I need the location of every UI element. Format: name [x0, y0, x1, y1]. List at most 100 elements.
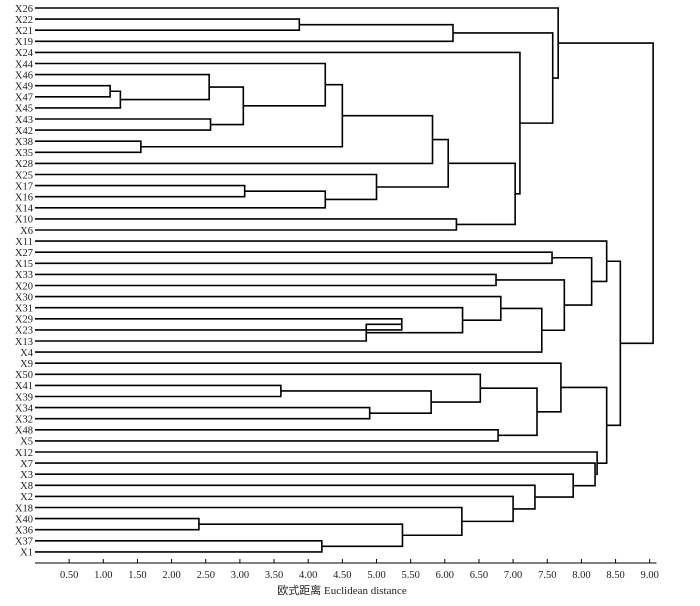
leaf-label: X43 [15, 115, 33, 126]
leaf-labels: X26X22X21X19X24X44X46X49X47X45X43X42X38X… [15, 4, 34, 559]
merge-link [452, 32, 554, 124]
leaf-label: X22 [15, 15, 33, 26]
x-tick-label: 1.50 [128, 570, 146, 581]
leaf-label: X38 [15, 137, 33, 148]
leaf-label: X28 [15, 159, 33, 170]
leaf-label: X5 [20, 437, 33, 448]
x-tick-label: 2.00 [162, 570, 180, 581]
leaf-label: X48 [15, 426, 33, 437]
leaf-label: X47 [15, 93, 33, 104]
leaf-label: X16 [15, 193, 33, 204]
leaf-label: X9 [20, 359, 33, 370]
x-tick-label: 4.00 [299, 570, 317, 581]
leaf-label: X18 [15, 503, 33, 514]
leaf-label: X25 [15, 170, 33, 181]
x-tick-label: 7.00 [504, 570, 522, 581]
merge-link [35, 318, 403, 331]
merge-link [35, 184, 246, 198]
leaf-label: X24 [15, 48, 34, 59]
x-tick-label: 2.50 [197, 570, 215, 581]
x-tick-label: 3.50 [265, 570, 283, 581]
x-tick-label: 1.00 [94, 570, 112, 581]
merge-link [480, 387, 538, 437]
merge-link [35, 18, 301, 31]
merge-link [35, 90, 122, 109]
merge-link [198, 523, 404, 548]
dendrogram-links [35, 7, 654, 553]
leaf-label: X3 [20, 470, 33, 481]
leaf-label: X15 [15, 259, 33, 270]
x-tick-label: 7.50 [538, 570, 556, 581]
merge-link [35, 84, 111, 98]
leaf-label: X17 [15, 181, 33, 192]
x-tick-label: 8.00 [572, 570, 590, 581]
merge-link [35, 517, 200, 531]
merge-link [35, 218, 458, 231]
leaf-label: X41 [15, 381, 33, 392]
merge-link [35, 495, 514, 523]
leaf-label: X14 [15, 204, 34, 215]
merge-link [35, 240, 608, 283]
merge-link [35, 190, 327, 209]
leaf-label: X44 [15, 59, 34, 70]
x-axis-title: 欧式距离 Euclidean distance [277, 583, 407, 597]
x-tick-label: 5.50 [401, 570, 419, 581]
x-tick-label: 9.00 [641, 570, 659, 581]
leaf-label: X42 [15, 126, 33, 137]
merge-link [35, 118, 212, 131]
merge-link [35, 140, 142, 154]
merge-link [35, 323, 402, 342]
leaf-label: X23 [15, 326, 33, 337]
merge-link [35, 51, 521, 195]
leaf-label: X27 [15, 248, 33, 259]
leaf-label: X11 [15, 237, 33, 248]
x-tick-label: 3.00 [231, 570, 249, 581]
x-tick-label: 0.50 [60, 570, 78, 581]
merge-link [35, 73, 210, 101]
leaf-label: X6 [20, 226, 33, 237]
leaf-label: X19 [15, 37, 33, 48]
merge-link [280, 390, 432, 414]
merge-link [35, 384, 282, 398]
x-tick-label: 6.50 [470, 570, 488, 581]
leaf-label: X12 [15, 448, 33, 459]
leaf-label: X1 [20, 548, 33, 559]
leaf-label: X21 [15, 26, 33, 37]
leaf-label: X32 [15, 415, 33, 426]
merge-link [35, 373, 482, 403]
merge-link [606, 260, 622, 427]
merge-link [35, 540, 323, 553]
leaf-label: X50 [15, 370, 33, 381]
merge-link [35, 23, 454, 43]
leaf-label: X37 [15, 537, 33, 548]
leaf-label: X39 [15, 392, 33, 403]
x-axis-ticks: 0.50 1.00 1.50 2.00 2.50 3.00 3.50 4.00 4.50 5.00… [60, 559, 659, 581]
leaf-label: X31 [15, 304, 33, 315]
merge-link [558, 42, 654, 345]
x-tick-label: 8.50 [606, 570, 624, 581]
merge-link [35, 273, 497, 287]
merge-link [35, 114, 434, 165]
leaf-label: X30 [15, 292, 33, 303]
merge-link [35, 406, 371, 420]
merge-link [35, 429, 499, 442]
leaf-label: X8 [20, 481, 33, 492]
leaf-label: X26 [15, 4, 33, 15]
merge-link [35, 251, 553, 265]
merge-link [496, 279, 566, 332]
merge-link [140, 83, 344, 148]
merge-link [35, 306, 464, 334]
leaf-label: X2 [20, 492, 33, 503]
leaf-label: X7 [20, 459, 33, 470]
leaf-label: X45 [15, 104, 33, 115]
x-tick-label: 5.00 [367, 570, 385, 581]
leaf-label: X4 [20, 348, 34, 359]
leaf-label: X34 [15, 403, 34, 414]
merge-link [209, 86, 245, 126]
leaf-label: X40 [15, 514, 33, 525]
x-tick-label: 4.50 [333, 570, 351, 581]
leaf-label: X35 [15, 148, 33, 159]
leaf-label: X49 [15, 82, 33, 93]
merge-link [552, 256, 593, 306]
